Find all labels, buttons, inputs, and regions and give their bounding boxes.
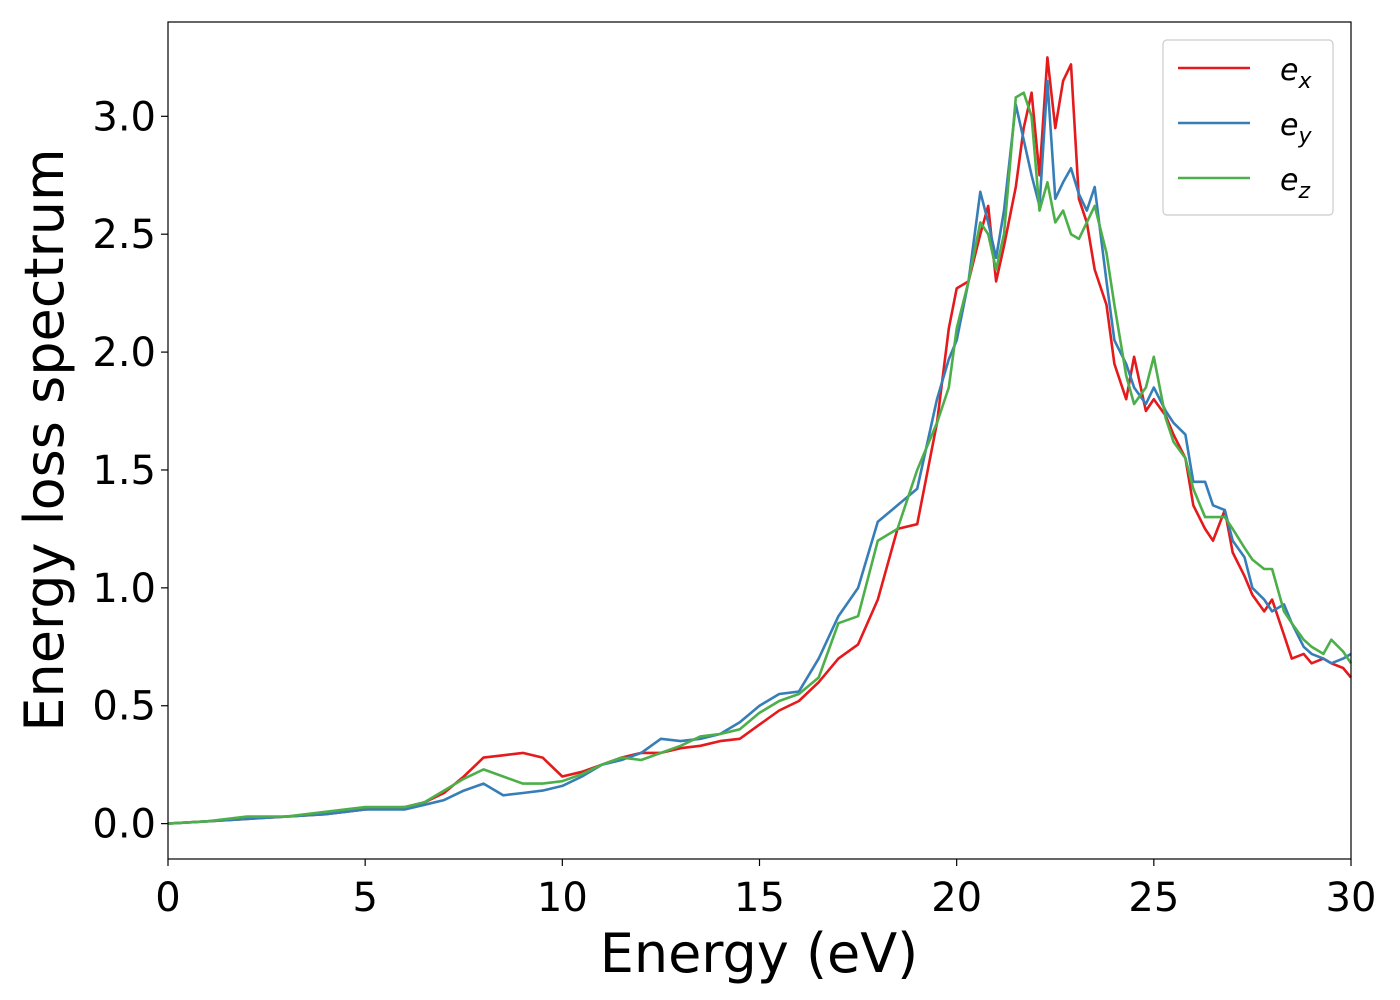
y-tick-label: 3.0	[92, 94, 156, 140]
legend-label-z: ez	[1280, 163, 1310, 204]
y-axis: 0.0 0.5 1.0 1.5 2.0 2.5 3.0	[92, 94, 168, 848]
x-tick-label: 20	[931, 875, 982, 921]
legend-label-y: ey	[1280, 108, 1312, 149]
y-tick-label: 1.5	[92, 448, 156, 494]
legend-label-x: ex	[1280, 53, 1312, 94]
series-line-y	[167, 79, 1352, 825]
y-tick-label: 1.0	[92, 566, 156, 612]
x-tick-label: 5	[352, 875, 377, 921]
y-tick-label: 0.5	[92, 684, 156, 730]
series-layer	[167, 56, 1353, 825]
y-axis-title: Energy loss spectrum	[13, 148, 76, 731]
x-tick-label: 25	[1128, 875, 1179, 921]
y-tick-label: 2.0	[92, 330, 156, 376]
y-tick-label: 2.5	[92, 212, 156, 258]
legend-box	[1162, 39, 1334, 216]
series-line-z	[167, 91, 1353, 825]
x-tick-label: 10	[537, 875, 588, 921]
x-axis: 0 5 10 15 20 25 30	[155, 859, 1376, 921]
legend: ex ey ez	[1162, 39, 1334, 216]
x-axis-title: Energy (eV)	[600, 922, 919, 985]
y-tick-label: 0.0	[92, 802, 156, 848]
x-tick-label: 15	[734, 875, 785, 921]
x-tick-label: 30	[1326, 875, 1377, 921]
x-tick-label: 0	[155, 875, 180, 921]
